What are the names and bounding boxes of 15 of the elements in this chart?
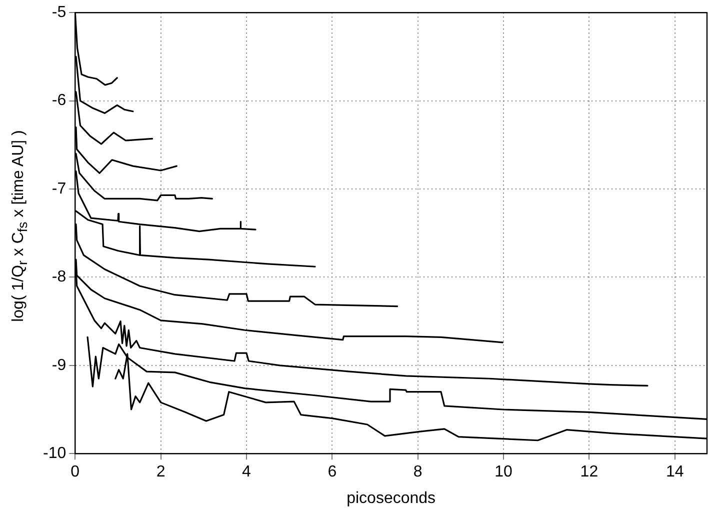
y-tick-label: -8 [52,268,66,286]
y-tick-label: -6 [52,92,66,110]
y-tick-label: -10 [43,445,66,462]
x-tick-label: 14 [666,464,684,481]
x-tick-label: 10 [494,464,513,481]
x-tick-label: 0 [70,464,80,481]
x-tick-label: 8 [413,464,422,481]
x-tick-label: 4 [242,464,252,481]
y-tick-label: -7 [52,180,66,198]
y-tick-label: -5 [52,4,66,22]
x-tick-label: 12 [580,464,598,481]
y-tick-label: -9 [52,356,66,374]
x-tick-label: 6 [328,464,337,481]
x-tick-label: 2 [156,464,166,481]
x-axis-title: picoseconds [346,490,436,507]
